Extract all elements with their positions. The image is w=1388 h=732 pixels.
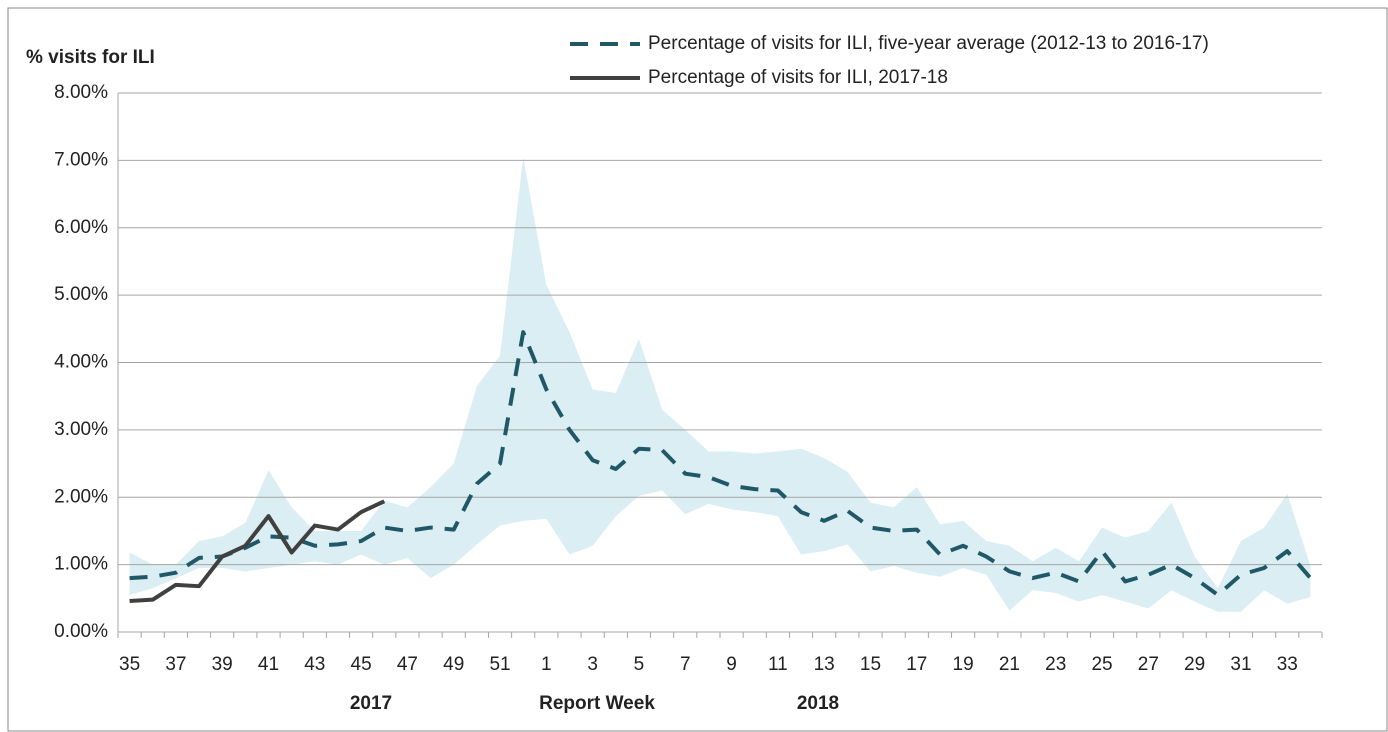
x-tick-label: 27 [1138,654,1159,675]
x-tick-label: 11 [768,654,788,675]
x-tick-label: 25 [1091,654,1112,675]
x-tick-label: 35 [119,654,140,675]
y-tick-label: 1.00% [54,554,108,575]
x-tick-label: 43 [304,654,325,675]
y-tick-label: 6.00% [54,217,108,238]
y-axis-label: % visits for ILI [26,47,155,68]
x-tick-label: 1 [541,654,552,675]
y-tick-label: 7.00% [54,149,108,170]
x-tick-label: 5 [634,654,645,675]
x-tick-label: 13 [814,654,835,675]
legend-label: Percentage of visits for ILI, 2017-18 [648,67,948,88]
x-tick-label: 45 [351,654,372,675]
x-tick-label: 17 [906,654,927,675]
x-tick-label: 49 [443,654,464,675]
series-line [129,499,386,604]
y-tick-label: 8.00% [54,82,108,103]
y-tick-label: 3.00% [54,419,108,440]
x-tick-label: 33 [1277,654,1298,675]
x-tick-label: 9 [726,654,737,675]
series-line [129,330,1312,597]
x-axis-label: Report Week [539,693,655,714]
x-tick-label: 47 [397,654,418,675]
x-tick-label: 29 [1184,654,1205,675]
x-tick-label: 37 [165,654,186,675]
y-tick-label: 5.00% [54,284,108,305]
y-tick-label: 2.00% [54,486,108,507]
legend-label: Percentage of visits for ILI, five-year … [648,33,1209,54]
y-tick-label: 4.00% [54,352,108,373]
x-tick-label: 23 [1045,654,1066,675]
annotation: 2018 [797,693,839,714]
x-tick-label: 39 [212,654,233,675]
x-tick-label: 7 [680,654,691,675]
x-tick-label: 41 [258,654,279,675]
y-tick-label: 0.00% [54,621,108,642]
frame [7,7,1388,732]
x-tick-label: 31 [1230,654,1251,675]
x-tick-label: 3 [587,654,598,675]
x-tick-label: 15 [860,654,881,675]
x-tick-label: 19 [953,654,974,675]
x-tick-label: 51 [489,654,510,675]
annotation: 2017 [350,693,392,714]
range-band [129,157,1311,612]
x-tick-label: 21 [999,654,1020,675]
